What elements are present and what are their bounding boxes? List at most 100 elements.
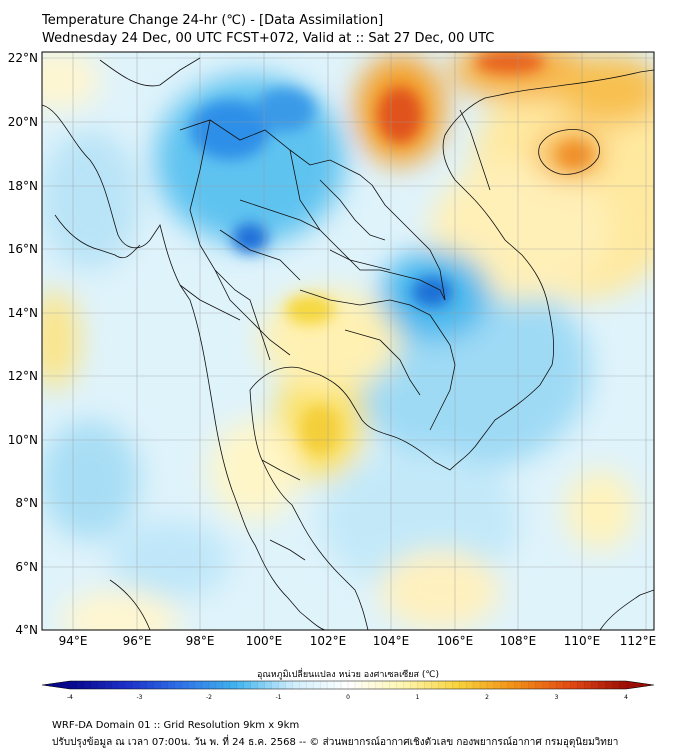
colorbar-segment <box>83 681 92 689</box>
colorbar-segment <box>500 681 509 689</box>
lat-label: 12°N <box>8 369 38 383</box>
colorbar-segment <box>188 681 196 689</box>
colorbar-segment <box>174 681 182 689</box>
colorbar-segment <box>334 681 342 689</box>
colorbar-segment <box>348 681 356 689</box>
colorbar-segment <box>431 681 439 689</box>
colorbar-tick: 4 <box>624 694 628 701</box>
colorbar-segment <box>104 681 112 689</box>
colorbar-segment <box>229 681 238 689</box>
colorbar-segment <box>264 681 272 689</box>
longitude-labels: 94°E 96°E 98°E 100°E 102°E 104°E 106°E 1… <box>59 634 657 648</box>
colorbar-tick: -1 <box>276 694 282 701</box>
colorbar-ticks: -4 -3 -2 -1 0 1 2 3 4 <box>67 694 628 701</box>
colorbar-segment <box>209 681 217 689</box>
lon-label: 94°E <box>59 634 88 648</box>
lon-label: 104°E <box>373 634 410 648</box>
colorbar-segment <box>306 681 314 689</box>
colorbar-segment <box>222 681 231 689</box>
footer-credit: ปรับปรุงข้อมูล ณ เวลา 07:00น. วัน พ. ที่… <box>52 737 619 748</box>
lon-label: 96°E <box>123 634 152 648</box>
latitude-labels: 22°N 20°N 18°N 16°N 14°N 12°N 10°N 8°N 6… <box>8 51 38 637</box>
colorbar-segment <box>153 681 161 689</box>
lat-label: 14°N <box>8 306 38 320</box>
colorbar-segment <box>528 681 536 689</box>
colorbar-segment <box>160 681 168 689</box>
colorbar-segment <box>327 681 335 689</box>
colorbar-segment <box>278 681 286 689</box>
colorbar-segment <box>549 681 557 689</box>
colorbar-segment <box>215 681 224 689</box>
colorbar-frame <box>41 680 655 690</box>
colorbar-tick: -2 <box>206 694 212 701</box>
colorbar-segment <box>570 681 578 689</box>
lat-label: 4°N <box>15 623 38 637</box>
colorbar-segment <box>514 681 523 689</box>
colorbar-segment <box>445 681 453 689</box>
map-frame <box>41 51 655 631</box>
colorbar-title: อุณหภูมิเปลี่ยนแปลง หน่วย องศาเซลเซียส (… <box>257 667 439 680</box>
lat-label: 10°N <box>8 433 38 447</box>
colorbar-segment <box>243 681 251 689</box>
colorbar-tick: -4 <box>67 694 73 701</box>
colorbar-segment <box>563 681 571 689</box>
colorbar-segment <box>271 681 279 689</box>
colorbar-segment <box>167 681 175 689</box>
lon-label: 98°E <box>186 634 215 648</box>
chart-title: Temperature Change 24-hr (℃) - [Data Ass… <box>42 13 384 28</box>
lat-label: 16°N <box>8 242 38 256</box>
colorbar-segment <box>612 681 620 689</box>
colorbar-segment <box>195 681 203 689</box>
colorbar-segment <box>132 681 140 689</box>
colorbar-segment <box>403 681 411 689</box>
colorbar-segment <box>250 681 258 689</box>
lon-label: 110°E <box>564 634 601 648</box>
colorbar-segment <box>375 681 384 689</box>
lat-label: 8°N <box>15 496 38 510</box>
chart-subtitle: Wednesday 24 Dec, 00 UTC FCST+072, Valid… <box>42 31 495 46</box>
colorbar-segment <box>202 681 210 689</box>
lat-label: 22°N <box>8 51 38 65</box>
colorbar-segment <box>389 681 397 689</box>
colorbar-segment <box>438 681 446 689</box>
colorbar-segment <box>459 681 467 689</box>
colorbar-segment <box>118 681 126 689</box>
colorbar-segment <box>236 681 245 689</box>
map-gridlines <box>42 52 654 630</box>
colorbar-segment <box>473 681 481 689</box>
colorbar-segment <box>257 681 265 689</box>
colorbar-segment <box>361 681 370 689</box>
colorbar-segment <box>410 681 418 689</box>
footer-model-info: WRF-DA Domain 01 :: Grid Resolution 9km … <box>52 720 300 731</box>
colorbar-segment <box>354 681 363 689</box>
colorbar-segment <box>452 681 460 689</box>
lat-label: 20°N <box>8 115 38 129</box>
colorbar-segment <box>535 681 543 689</box>
lon-label: 112°E <box>620 634 657 648</box>
colorbar-segment <box>90 681 99 689</box>
colorbar-segment <box>299 681 307 689</box>
colorbar-segment <box>292 681 300 689</box>
colorbar <box>41 680 655 690</box>
temperature-field <box>42 52 654 630</box>
lon-label: 108°E <box>500 634 537 648</box>
colorbar-tick: 0 <box>346 694 350 701</box>
colorbar-segment <box>487 681 495 689</box>
colorbar-segment <box>76 681 85 689</box>
colorbar-segment <box>70 681 78 689</box>
colorbar-tick: 2 <box>485 694 489 701</box>
colorbar-segment <box>542 681 550 689</box>
colorbar-segment <box>146 681 154 689</box>
colorbar-segment <box>125 681 133 689</box>
colorbar-min-extension <box>42 681 70 689</box>
colorbar-segment <box>97 681 106 689</box>
colorbar-segment <box>598 681 606 689</box>
colorbar-segment <box>313 681 321 689</box>
colorbar-segment <box>619 681 627 689</box>
colorbar-segment <box>577 681 585 689</box>
lat-label: 6°N <box>15 560 38 574</box>
colorbar-segment <box>417 681 425 689</box>
lon-label: 106°E <box>437 634 474 648</box>
colorbar-segment <box>480 681 488 689</box>
colorbar-segment <box>521 681 529 689</box>
